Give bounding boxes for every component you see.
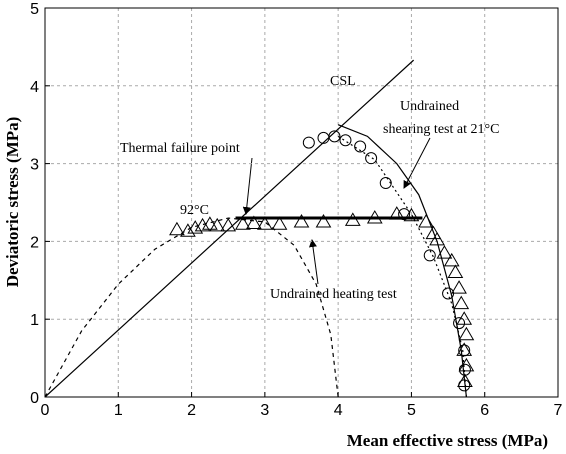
triangle-marker: [436, 245, 453, 259]
triangle-marker: [429, 231, 445, 246]
curve: [44, 59, 415, 398]
circle-marker: [453, 317, 466, 330]
triangle-marker: [451, 280, 467, 294]
arrow: [308, 239, 319, 285]
arrow: [403, 137, 431, 189]
x-tick-label: 7: [554, 402, 563, 419]
annotation: 92°C: [180, 203, 209, 218]
circle-marker: [354, 140, 367, 153]
circle-marker: [379, 177, 392, 190]
annotation: CSL: [330, 74, 356, 89]
curve: [337, 135, 467, 398]
triangle-marker: [418, 213, 434, 228]
triangle-marker: [245, 215, 262, 230]
y-tick-label: 1: [30, 312, 39, 329]
annotation: Undrained: [400, 99, 459, 114]
triangle-marker: [458, 326, 475, 341]
y-tick-label: 5: [30, 1, 39, 18]
triangle-marker: [447, 264, 464, 279]
annotation: shearing test at 21°C: [383, 122, 499, 137]
triangle-marker: [457, 373, 473, 387]
x-tick-label: 1: [114, 402, 123, 419]
triangle-marker: [209, 217, 226, 232]
triangle-marker: [180, 223, 196, 237]
x-tick-label: 3: [260, 402, 269, 419]
triangle-marker: [453, 295, 470, 310]
triangle-marker: [220, 217, 237, 232]
triangle-marker: [293, 213, 310, 228]
triangle-marker: [458, 357, 475, 372]
x-axis-label: Mean effective stress (MPa): [347, 431, 548, 450]
triangle-marker: [169, 221, 185, 236]
triangle-marker: [187, 220, 204, 234]
y-axis-label: Deviatoric stress (MPa): [3, 117, 22, 288]
x-tick-label: 2: [187, 402, 196, 419]
triangle-marker: [315, 213, 332, 228]
triangle-marker: [256, 216, 273, 230]
triangle-marker: [403, 207, 420, 222]
y-tick-label: 4: [30, 79, 39, 96]
x-tick-label: 0: [41, 402, 50, 419]
triangle-marker: [271, 216, 288, 230]
plot-frame: [44, 7, 559, 398]
x-tick-label: 6: [480, 402, 489, 419]
triangle-marker: [443, 252, 460, 267]
y-tick-label: 2: [30, 234, 39, 251]
triangle-marker: [235, 216, 251, 230]
circle-marker: [339, 134, 352, 147]
arrow: [242, 157, 253, 215]
x-tick-label: 4: [334, 402, 343, 419]
annotation: Undrained heating test: [270, 287, 397, 302]
triangle-marker: [456, 311, 473, 325]
triangle-marker: [202, 216, 218, 230]
triangle-marker: [388, 206, 405, 220]
triangle-marker: [366, 210, 383, 224]
triangle-marker: [194, 217, 211, 232]
triangle-marker: [344, 212, 361, 226]
annotation: Thermal failure point: [120, 141, 240, 156]
x-tick-label: 5: [407, 402, 416, 419]
circle-marker: [423, 249, 436, 262]
circle-marker: [328, 130, 341, 143]
triangle-marker: [456, 342, 473, 356]
circle-marker: [302, 136, 315, 149]
y-tick-label: 3: [30, 157, 39, 174]
circle-marker: [365, 152, 378, 165]
y-tick-label: 0: [30, 390, 39, 407]
